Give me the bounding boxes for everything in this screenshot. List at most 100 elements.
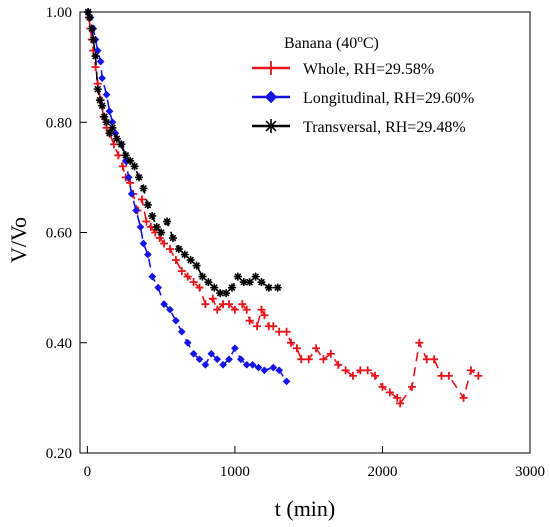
y-tick-label: 1.00 [46,5,72,21]
star-ray [163,218,171,225]
star-ray [187,256,195,264]
data-point-diamond [127,189,136,198]
series-layer [84,8,483,408]
star-ray [199,273,206,280]
data-point-plus [264,61,278,75]
y-tick-label: 0.60 [46,226,72,242]
data-point-star [108,123,117,132]
star-ray [175,245,183,253]
star-ray [204,278,212,286]
series-star [84,8,282,298]
data-point-plus [166,245,174,254]
data-point-plus [242,305,251,314]
data-point-diamond [148,272,157,281]
star-ray [148,212,156,220]
data-point-plus [155,234,164,243]
data-point-plus [142,217,151,226]
legend-entry: Longitudinal, RH=29.60% [252,90,474,107]
star-ray [258,278,265,286]
data-point-plus [393,393,402,402]
data-point-star [233,272,242,281]
star-ray [265,120,277,132]
data-point-star [273,283,282,292]
data-point-diamond [154,283,163,292]
data-point-plus [304,355,313,364]
data-point-diamond [260,366,269,375]
data-point-plus [297,355,306,364]
x-axis: 0 1000 2000 3000 [84,446,545,480]
star-ray [92,52,99,60]
data-point-diamond [236,355,245,364]
legend-title-superscript: o [357,33,363,45]
star-ray [117,140,125,148]
data-point-plus [183,272,192,281]
star-ray [98,102,106,110]
data-point-diamond [166,305,174,314]
star-ray [140,185,147,192]
data-point-plus [253,322,262,331]
data-point-plus [437,371,446,380]
data-point-plus [118,162,127,171]
data-point-star [112,134,121,143]
data-point-star [216,289,225,298]
data-point-diamond [132,206,141,215]
data-point-plus [245,316,254,325]
data-point-diamond [160,300,169,309]
star-ray [246,278,254,286]
data-point-star [192,261,201,270]
data-point-plus [312,344,321,353]
x-axis-label: t (min) [275,496,336,521]
data-point-diamond [230,344,239,353]
data-point-star [222,289,231,298]
data-point-star [105,129,114,138]
data-point-plus [292,344,301,353]
data-point-plus [334,360,343,369]
data-point-plus [363,366,372,375]
data-point-plus [371,371,380,380]
data-point-plus [213,305,222,314]
data-point-plus [385,388,394,397]
star-ray [94,85,102,93]
data-point-star [168,234,177,243]
data-point-diamond [219,360,228,369]
data-point-plus [189,278,198,287]
star-ray [274,284,282,292]
data-point-plus [422,355,431,364]
star-ray [86,14,93,21]
data-point-plus [269,322,278,331]
data-point-star [84,8,93,16]
data-point-diamond [189,349,198,358]
data-point-plus [459,393,468,402]
data-point-diamond [139,239,148,248]
legend-entry: Transversal, RH=29.48% [252,119,466,136]
data-point-diamond [201,360,210,369]
data-point-plus [326,349,335,358]
data-point-diamond [248,360,257,369]
data-point-diamond [136,223,145,231]
star-ray [193,262,200,269]
data-point-plus [474,371,483,380]
data-point-plus [177,267,186,276]
data-point-plus [341,366,350,375]
data-point-plus [126,178,135,187]
data-point-diamond [124,173,133,182]
star-ray [157,229,165,236]
legend-title: Banana (40oC) [284,33,379,52]
series-diamond [84,8,291,386]
data-point-star [130,162,139,171]
star-ray [89,36,97,43]
data-point-plus [319,355,328,364]
star-ray [96,96,104,104]
y-tick-label: 0.80 [46,115,72,131]
star-ray [169,234,177,242]
star-ray [88,25,96,32]
data-point-star [93,85,102,94]
star-ray [228,284,236,292]
data-point-plus [114,151,123,160]
data-point-star [186,256,195,265]
data-point-diamond [213,355,222,364]
data-point-plus [430,355,439,364]
data-point-plus [257,305,266,314]
y-axis-label: V/Vo [6,217,31,263]
